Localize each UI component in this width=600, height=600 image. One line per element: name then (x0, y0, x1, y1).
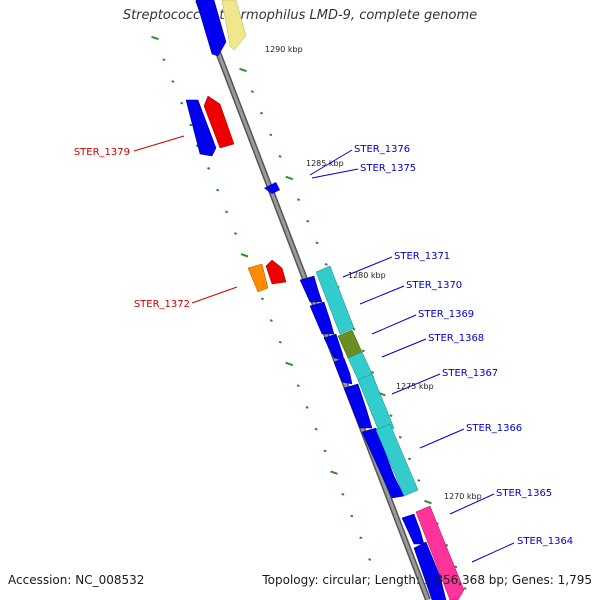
ruler-tick-minor (162, 58, 166, 62)
ruler-tick-minor (296, 384, 300, 388)
gene-label-ster-1376[interactable]: STER_1376 (354, 144, 410, 155)
gene-arrow-cyan[interactable] (357, 373, 395, 435)
gene-arrow-forward[interactable] (401, 513, 425, 545)
gene-arrow-forward[interactable] (343, 383, 373, 429)
kbp-label-1275: 1275 kbp (396, 382, 434, 391)
ruler-tick-minor (306, 219, 310, 223)
kbp-label-1285: 1285 kbp (306, 159, 344, 168)
leader-line-ster-1368 (381, 338, 427, 358)
ruler-tick-major (330, 470, 338, 475)
gene-label-ster-1375[interactable]: STER_1375 (360, 163, 416, 174)
ruler-tick-minor (225, 210, 229, 214)
leader-line-ster-1369 (371, 314, 417, 335)
ruler-tick-minor (407, 457, 412, 461)
leader-line-ster-1370 (359, 285, 405, 305)
ruler-tick-minor (207, 167, 211, 170)
ruler-tick-minor (454, 565, 458, 569)
kbp-label-1280: 1280 kbp (348, 271, 386, 280)
gene-label-ster-1368[interactable]: STER_1368 (428, 333, 484, 344)
kbp-label-1290: 1290 kbp (265, 45, 303, 54)
ruler-tick-minor (250, 90, 254, 93)
leader-line-ster-1366 (419, 428, 465, 449)
ruler-tick-major (151, 35, 159, 41)
leader-line-ster-1375 (311, 168, 359, 179)
gene-arrow-cyan[interactable] (315, 265, 355, 335)
ruler-tick-minor (296, 198, 301, 201)
leader-line-ster-1364 (471, 542, 515, 563)
gene-arrow-forward[interactable] (333, 357, 353, 385)
ruler-tick-minor (314, 427, 318, 431)
ruler-tick-minor (259, 111, 264, 115)
gene-arrow-forward[interactable] (361, 427, 405, 499)
ruler-tick-minor (216, 188, 220, 192)
ruler-tick-minor (171, 80, 175, 83)
ruler-tick-major (239, 67, 247, 73)
gene-arrow-forward[interactable] (185, 99, 217, 157)
gene-arrow-forward[interactable] (413, 541, 447, 600)
ruler-tick-major (285, 175, 294, 181)
ruler-tick-minor (368, 558, 372, 561)
ruler-tick-minor (269, 319, 273, 322)
gene-arrow-pink[interactable] (415, 505, 465, 600)
ruler-tick-minor (389, 414, 393, 418)
gene-arrow-yellow[interactable] (221, 0, 247, 51)
ruler-tick-minor (269, 133, 273, 137)
ruler-tick-minor (323, 449, 327, 453)
kbp-label-1270: 1270 kbp (444, 492, 482, 501)
gene-arrow-forward[interactable] (264, 182, 280, 194)
leader-line-ster-1372 (191, 286, 238, 304)
gene-label-ster-1364[interactable]: STER_1364 (517, 536, 573, 547)
gene-arrow-orange[interactable] (247, 263, 269, 293)
ruler-tick-minor (341, 492, 345, 496)
gene-arrow-cyan[interactable] (375, 423, 419, 497)
ruler-tick-minor (315, 241, 319, 245)
gene-label-ster-1365[interactable]: STER_1365 (496, 488, 552, 499)
leader-line-ster-1367 (391, 373, 441, 395)
gene-label-ster-1367[interactable]: STER_1367 (442, 368, 498, 379)
gene-label-ster-1371[interactable]: STER_1371 (394, 251, 450, 262)
gene-label-ster-1379[interactable]: STER_1379 (74, 147, 130, 158)
accession-text: Accession: NC_008532 (8, 573, 145, 587)
ruler-tick-minor (305, 406, 309, 409)
gene-arrow-forward[interactable] (309, 301, 335, 335)
ruler-tick-minor (324, 263, 328, 266)
leader-line-ster-1371 (342, 256, 393, 278)
ruler-tick-minor (278, 340, 282, 344)
ruler-tick-minor (180, 101, 184, 105)
ruler-tick-minor (417, 479, 421, 482)
leader-line-ster-1379 (133, 135, 185, 152)
ruler-tick-major (285, 361, 294, 367)
gene-label-ster-1370[interactable]: STER_1370 (406, 280, 462, 291)
ruler-tick-minor (463, 587, 467, 590)
genome-summary-text: Topology: circular; Length: 1,856,368 bp… (262, 573, 592, 587)
ruler-tick-minor (260, 297, 264, 301)
gene-label-ster-1366[interactable]: STER_1366 (466, 423, 522, 434)
leader-line-ster-1376 (309, 149, 353, 176)
gene-arrow-reverse[interactable] (203, 95, 235, 149)
ruler-tick-minor (350, 514, 354, 518)
gene-arrow-forward[interactable] (195, 0, 227, 57)
ruler-tick-minor (398, 435, 402, 439)
ruler-tick-minor (189, 123, 193, 127)
leader-line-ster-1365 (449, 493, 495, 515)
ruler-tick-minor (352, 327, 356, 331)
gene-arrow-forward[interactable] (323, 333, 345, 361)
ruler-tick-major (424, 499, 432, 505)
ruler-tick-minor (359, 536, 363, 540)
gene-label-ster-1372[interactable]: STER_1372 (134, 299, 190, 310)
ruler-tick-minor (361, 349, 365, 353)
ruler-tick-major (240, 253, 249, 258)
gene-arrow-forward[interactable] (299, 275, 323, 303)
ruler-tick-minor (370, 371, 375, 374)
gene-label-ster-1369[interactable]: STER_1369 (418, 309, 474, 320)
ruler-tick-minor (233, 232, 238, 235)
ruler-tick-minor (278, 155, 282, 158)
gene-arrow-reverse[interactable] (265, 259, 287, 285)
